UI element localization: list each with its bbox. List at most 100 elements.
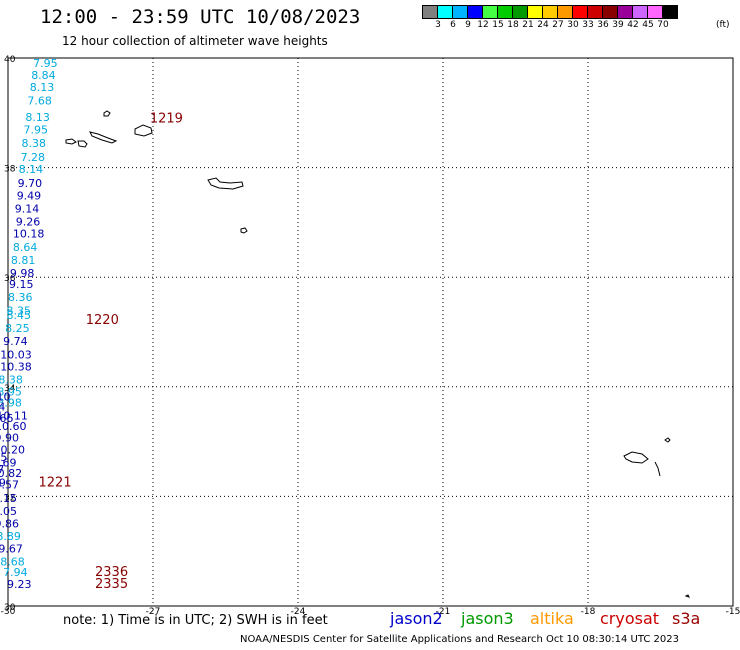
wave-height-label: 9.74 <box>3 335 28 348</box>
island-coastline <box>654 461 661 477</box>
wave-height-label: 9.98 <box>10 267 35 280</box>
wave-height-label: 10.18 <box>13 228 45 241</box>
color-swatch <box>662 5 678 19</box>
color-scale-label: 39 <box>612 20 624 30</box>
island-coastline <box>77 140 88 148</box>
pass-time-label: 2336 <box>95 565 128 580</box>
wave-height-label: 8.98 <box>0 397 22 410</box>
wave-height-label: 7.94 <box>3 566 28 579</box>
wave-height-label: 8.84 <box>31 69 56 82</box>
pass-time-label: 2335 <box>95 577 128 592</box>
wave-height-label: 10.03 <box>0 348 32 361</box>
wave-height-label: 9.90 <box>0 432 19 445</box>
wave-height-label: 7.28 <box>21 151 46 164</box>
wave-height-label: 11.10 <box>0 391 11 404</box>
plot-frame <box>7 57 734 607</box>
wave-height-label: 8.13 <box>25 111 50 124</box>
wave-height-label: 9.85 <box>0 451 7 464</box>
island-coastline <box>623 451 649 464</box>
wave-height-label: 8.13 <box>30 81 55 94</box>
wave-height-label: 8.38 <box>22 137 47 150</box>
wave-height-label: 8.68 <box>0 555 25 568</box>
wave-height-label: 9.57 <box>0 479 19 492</box>
wave-height-label: 10.38 <box>0 360 32 373</box>
island-coastline <box>207 177 244 190</box>
wave-height-label: 9.86 <box>0 518 19 531</box>
color-scale-label: 24 <box>537 20 549 30</box>
wave-height-label: 8.25 <box>5 322 30 335</box>
wave-height-label: 8.35 <box>7 304 32 317</box>
wave-height-label: 10.66 <box>0 412 13 425</box>
color-scale-label: 18 <box>507 20 519 30</box>
latitude-label: 40 <box>4 55 16 65</box>
color-scale-label: 70 <box>657 20 669 30</box>
wave-height-label: 10.82 <box>0 467 22 480</box>
pass-time-label: 1221 <box>39 476 72 491</box>
pass-time-label: 1219 <box>150 112 183 127</box>
color-scale-label: 33 <box>582 20 594 30</box>
wave-height-label: 8.64 <box>13 241 38 254</box>
island-coastline <box>103 110 111 117</box>
satellite-legend-item: altika <box>530 609 574 628</box>
wave-height-label: 9.37 <box>0 463 4 476</box>
latitude-label: 30 <box>4 603 16 613</box>
wave-height-label: 9.14 <box>15 203 40 216</box>
wave-height-label: 10.11 <box>0 410 28 423</box>
footer-note: note: 1) Time is in UTC; 2) SWH is in fe… <box>63 613 328 628</box>
longitude-label: -18 <box>581 607 596 617</box>
wave-height-label: 8.14 <box>19 163 43 176</box>
island-coastline <box>684 594 690 598</box>
pass-time-label: 1220 <box>86 313 119 328</box>
satellite-legend-item: jason3 <box>461 609 514 628</box>
satellite-legend-item: cryosat <box>600 609 660 628</box>
wave-height-label: 10.20 <box>0 444 25 457</box>
longitude-label: -15 <box>726 607 740 617</box>
wave-height-label: 9.15 <box>0 492 17 505</box>
island-coastline <box>65 138 77 145</box>
wave-height-label: 8.81 <box>11 254 36 267</box>
wave-height-label: 9.26 <box>16 216 41 229</box>
island-coastline <box>89 131 118 144</box>
wave-height-label: 9.15 <box>9 278 34 291</box>
chart-title: 12:00 - 23:59 UTC 10/08/2023 <box>40 6 361 28</box>
island-coastline <box>240 227 248 234</box>
wave-height-label: 8.89 <box>0 530 21 543</box>
color-scale-label: 27 <box>552 20 564 30</box>
island-coastline <box>664 437 671 443</box>
footer-credit: NOAA/NESDIS Center for Satellite Applica… <box>240 634 679 645</box>
latitude-label: 36 <box>4 274 16 284</box>
wave-height-label: 9.23 <box>7 578 32 591</box>
wave-height-label: 8.45 <box>7 309 32 322</box>
latitude-label: 32 <box>4 493 15 503</box>
chart-subtitle: 12 hour collection of altimeter wave hei… <box>62 34 328 48</box>
color-scale-label: 36 <box>597 20 609 30</box>
color-scale-bar <box>422 5 678 19</box>
color-scale-units: (ft) <box>716 20 730 30</box>
island-coastline <box>134 124 153 137</box>
color-scale-label: 15 <box>492 20 504 30</box>
satellite-legend-item: jason2 <box>390 609 443 628</box>
color-scale-label: 30 <box>567 20 579 30</box>
color-scale-labels: 3 6 9 12 15 18 21 24 27 30 33 36 39 42 45 70 <box>422 20 740 32</box>
color-scale-label: 45 <box>642 20 654 30</box>
color-scale-label: 3 <box>435 20 441 30</box>
longitude-label: -30 <box>1 607 16 617</box>
longitude-label: -24 <box>291 607 306 617</box>
wave-height-label: 9.49 <box>17 189 42 202</box>
color-scale-label: 9 <box>465 20 471 30</box>
latitude-label: 38 <box>4 165 16 175</box>
wave-height-label: 7.95 <box>33 57 58 70</box>
color-scale-label: 42 <box>627 20 639 30</box>
wave-height-label: 7.68 <box>27 95 52 108</box>
wave-height-label: 9.04 <box>0 400 5 413</box>
satellite-legend-item: s3a <box>672 609 701 628</box>
latitude-label: 34 <box>4 384 16 394</box>
wave-height-label: 8.95 <box>0 386 22 399</box>
color-scale-label: 6 <box>450 20 456 30</box>
wave-height-label: 9.67 <box>0 542 23 555</box>
wave-height-label: 9.70 <box>18 177 42 190</box>
longitude-label: -27 <box>146 607 161 617</box>
wave-height-label: 9.69 <box>0 477 6 490</box>
wave-height-label: 9.05 <box>0 505 17 518</box>
